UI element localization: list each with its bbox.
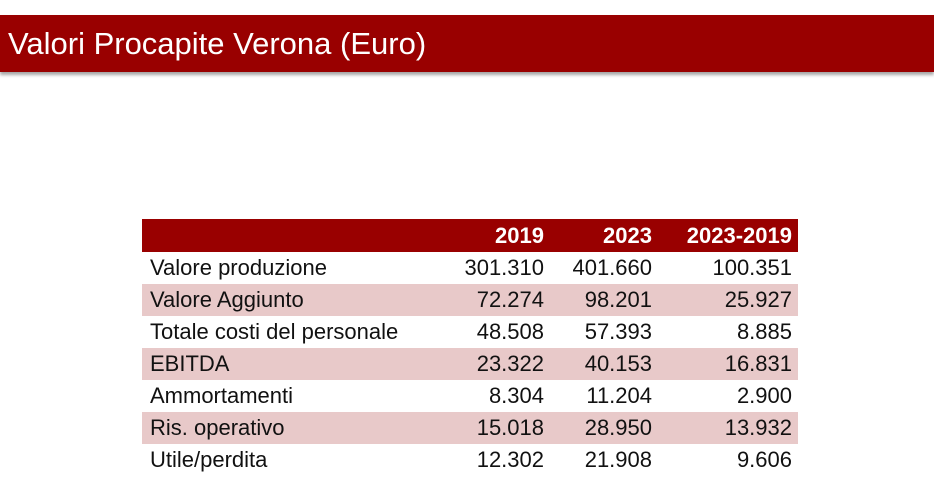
value-2023: 11.204 xyxy=(586,383,652,408)
table-row: Totale costi del personale 48.508 57.393… xyxy=(142,316,798,348)
value-2023: 21.908 xyxy=(584,447,652,472)
table-row: EBITDA 23.322 40.153 16.831 xyxy=(142,348,798,380)
value-2019: 301.310 xyxy=(464,255,544,280)
title-bar: Valori Procapite Verona (Euro) xyxy=(0,15,934,72)
value-diff: 9.606 xyxy=(736,447,792,472)
table-row: Valore Aggiunto 72.274 98.201 25.927 xyxy=(142,284,798,316)
value-2019: 72.274 xyxy=(476,287,544,312)
table-row: Ammortamenti 8.304 11.204 2.900 xyxy=(142,380,798,412)
row-label: Valore Aggiunto xyxy=(150,287,304,312)
row-label: Ris. operativo xyxy=(150,415,285,440)
value-2019: 23.322 xyxy=(476,351,544,376)
value-2019: 8.304 xyxy=(488,383,544,408)
row-label: EBITDA xyxy=(150,351,230,376)
table-row: Valore produzione 301.310 401.660 100.35… xyxy=(142,252,798,284)
value-2023: 401.660 xyxy=(572,255,652,280)
value-2019: 12.302 xyxy=(476,447,544,472)
header-cell-diff: 2023-2019 xyxy=(686,222,792,248)
value-2023: 40.153 xyxy=(584,351,652,376)
value-diff: 16.831 xyxy=(724,351,792,376)
value-diff: 13.932 xyxy=(724,415,792,440)
header-cell-label xyxy=(142,219,446,252)
data-table: 2019 2023 2023-2019 Valore produzione 30… xyxy=(142,219,798,476)
row-label: Utile/perdita xyxy=(150,447,268,472)
value-diff: 2.900 xyxy=(736,383,792,408)
value-2023: 28.950 xyxy=(584,415,652,440)
header-cell-2023: 2023 xyxy=(603,222,652,248)
value-2023: 98.201 xyxy=(584,287,652,312)
value-diff: 25.927 xyxy=(724,287,792,312)
table-header-row: 2019 2023 2023-2019 xyxy=(142,219,798,252)
value-2019: 48.508 xyxy=(476,319,544,344)
header-cell-2019: 2019 xyxy=(495,222,544,248)
value-diff: 100.351 xyxy=(712,255,792,280)
table-row: Ris. operativo 15.018 28.950 13.932 xyxy=(142,412,798,444)
value-2023: 57.393 xyxy=(584,319,652,344)
row-label: Ammortamenti xyxy=(150,383,294,408)
table-row: Utile/perdita 12.302 21.908 9.606 xyxy=(142,444,798,476)
page-title: Valori Procapite Verona (Euro) xyxy=(8,26,427,61)
row-label: Valore produzione xyxy=(150,255,327,280)
value-2019: 15.018 xyxy=(476,415,544,440)
value-diff: 8.885 xyxy=(736,319,792,344)
row-label: Totale costi del personale xyxy=(150,319,399,344)
